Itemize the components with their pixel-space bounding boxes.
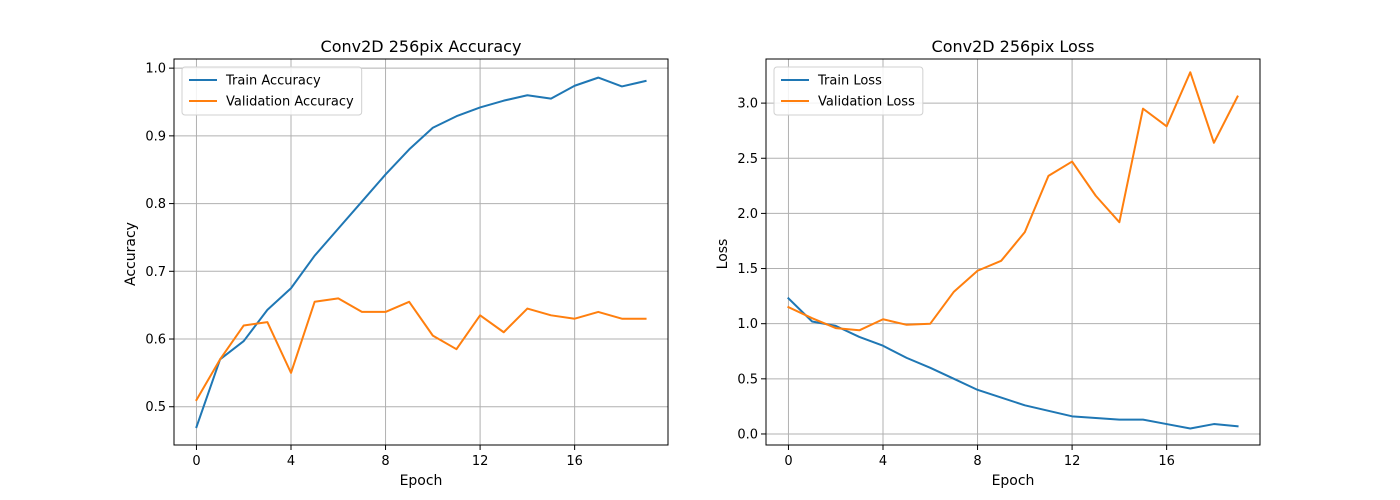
accuracy-y-axis-label: Accuracy [123,222,139,286]
loss-y-tick-label: 3.0 [737,97,758,112]
series-line-train-accuracy [195,76,647,429]
loss-x-tick-label: 12 [1064,454,1081,469]
accuracy-x-axis-label: Epoch [400,473,443,489]
accuracy-y-tick-label: 0.7 [145,265,166,280]
accuracy-y-tick-label: 0.5 [145,400,166,415]
loss-y-tick-label: 1.0 [737,317,758,332]
loss-legend-box [773,66,924,116]
series-line-validation-loss [787,71,1239,332]
accuracy-legend-box [181,66,363,116]
loss-plot-frame [765,58,1261,446]
legend-label-validation-loss: Validation Loss [818,95,915,110]
legend-label-train-accuracy: Train Accuracy [225,74,321,89]
accuracy-x-tick-label: 16 [566,454,583,469]
accuracy-legend: Train Accuracy Validation Accuracy [181,66,363,116]
accuracy-chart-title: Conv2D 256pix Accuracy [321,37,522,56]
accuracy-y-tick-label: 0.9 [145,129,166,144]
accuracy-y-tick-label: 1.0 [145,62,166,77]
legend-label-validation-accuracy: Validation Accuracy [226,95,354,110]
loss-x-tick-label: 16 [1158,454,1175,469]
accuracy-chart: Conv2D 256pix Accuracy Epoch Accuracy 0 4… [123,37,669,489]
legend-label-train-loss: Train Loss [817,74,882,89]
loss-lines [787,71,1239,430]
accuracy-x-tick-label: 0 [192,454,200,469]
loss-y-tick-label: 0.5 [737,372,758,387]
loss-chart-title: Conv2D 256pix Loss [932,37,1095,56]
accuracy-y-tick-label: 0.6 [145,333,166,348]
loss-y-tick-label: 1.5 [737,262,758,277]
series-line-validation-accuracy [195,297,647,402]
accuracy-plot-frame [173,58,669,446]
accuracy-ticks: 0 4 8 12 16 0.5 0.6 0.7 0.8 0.9 1.0 [145,62,583,469]
series-line-train-loss [787,296,1239,430]
loss-y-tick-label: 2.0 [737,207,758,222]
loss-x-axis-label: Epoch [992,473,1035,489]
accuracy-lines [195,76,647,429]
accuracy-x-tick-label: 8 [381,454,389,469]
loss-legend: Train Loss Validation Loss [773,66,924,116]
loss-y-tick-label: 2.5 [737,152,758,167]
loss-y-axis-label: Loss [715,239,731,270]
loss-x-tick-label: 8 [973,454,981,469]
loss-ticks: 0 4 8 12 16 0.0 0.5 1.0 1.5 2.0 2.5 3.0 [737,97,1175,469]
accuracy-x-tick-label: 4 [287,454,295,469]
loss-x-tick-label: 4 [879,454,887,469]
accuracy-y-tick-label: 0.8 [145,197,166,212]
loss-chart: Conv2D 256pix Loss Epoch Loss 0 4 8 12 16 0.0… [715,37,1261,489]
loss-y-tick-label: 0.0 [737,427,758,442]
accuracy-x-tick-label: 12 [472,454,489,469]
loss-x-tick-label: 0 [784,454,792,469]
